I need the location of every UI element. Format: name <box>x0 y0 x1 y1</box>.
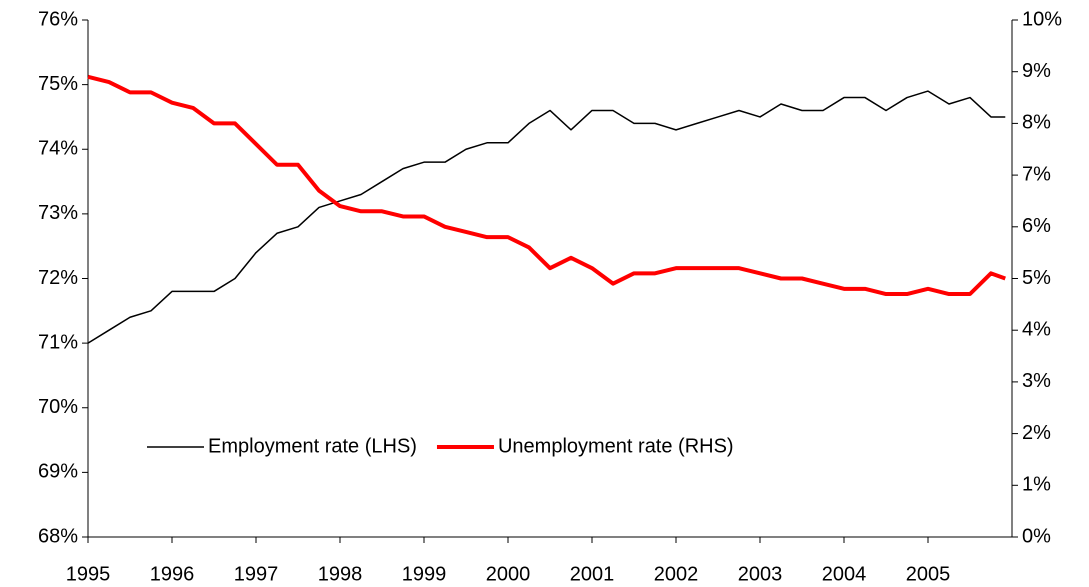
x-tick-label: 2002 <box>654 563 699 585</box>
y-tick-label: 69% <box>38 461 78 483</box>
x-tick-label: 2000 <box>486 563 531 585</box>
line-series <box>87 90 1006 344</box>
y2-tick-label: 9% <box>1022 60 1051 82</box>
legend-label: Employment rate (LHS) <box>208 435 417 457</box>
x-tick-label: 2003 <box>738 563 783 585</box>
y-tick-label: 71% <box>38 331 78 353</box>
y2-tick-label: 1% <box>1022 474 1051 496</box>
y2-tick-label: 6% <box>1022 215 1051 237</box>
y2-tick-label: 3% <box>1022 370 1051 392</box>
y-tick-label: 70% <box>38 396 78 418</box>
y2-tick-label: 8% <box>1022 112 1051 134</box>
y2-tick-label: 10% <box>1022 8 1062 30</box>
x-tick-label: 1999 <box>402 563 447 585</box>
line-series <box>87 74 1006 297</box>
x-tick-label: 1996 <box>150 563 195 585</box>
legend-label: Unemployment rate (RHS) <box>498 435 734 457</box>
x-tick-label: 1997 <box>234 563 279 585</box>
y2-tick-label: 0% <box>1022 525 1051 547</box>
y-tick-label: 72% <box>38 267 78 289</box>
y2-tick-label: 5% <box>1022 267 1051 289</box>
y-tick-label: 75% <box>38 73 78 95</box>
x-tick-label: 1995 <box>66 563 111 585</box>
y2-tick-label: 7% <box>1022 163 1051 185</box>
y2-tick-label: 4% <box>1022 318 1051 340</box>
x-tick-label: 2004 <box>822 563 867 585</box>
x-tick-label: 1998 <box>318 563 363 585</box>
x-tick-label: 2001 <box>570 563 615 585</box>
y-tick-label: 68% <box>38 525 78 547</box>
y-tick-label: 74% <box>38 138 78 160</box>
y2-tick-label: 2% <box>1022 422 1051 444</box>
y-tick-label: 76% <box>38 8 78 30</box>
x-tick-label: 2005 <box>906 563 951 585</box>
y-tick-label: 73% <box>38 202 78 224</box>
